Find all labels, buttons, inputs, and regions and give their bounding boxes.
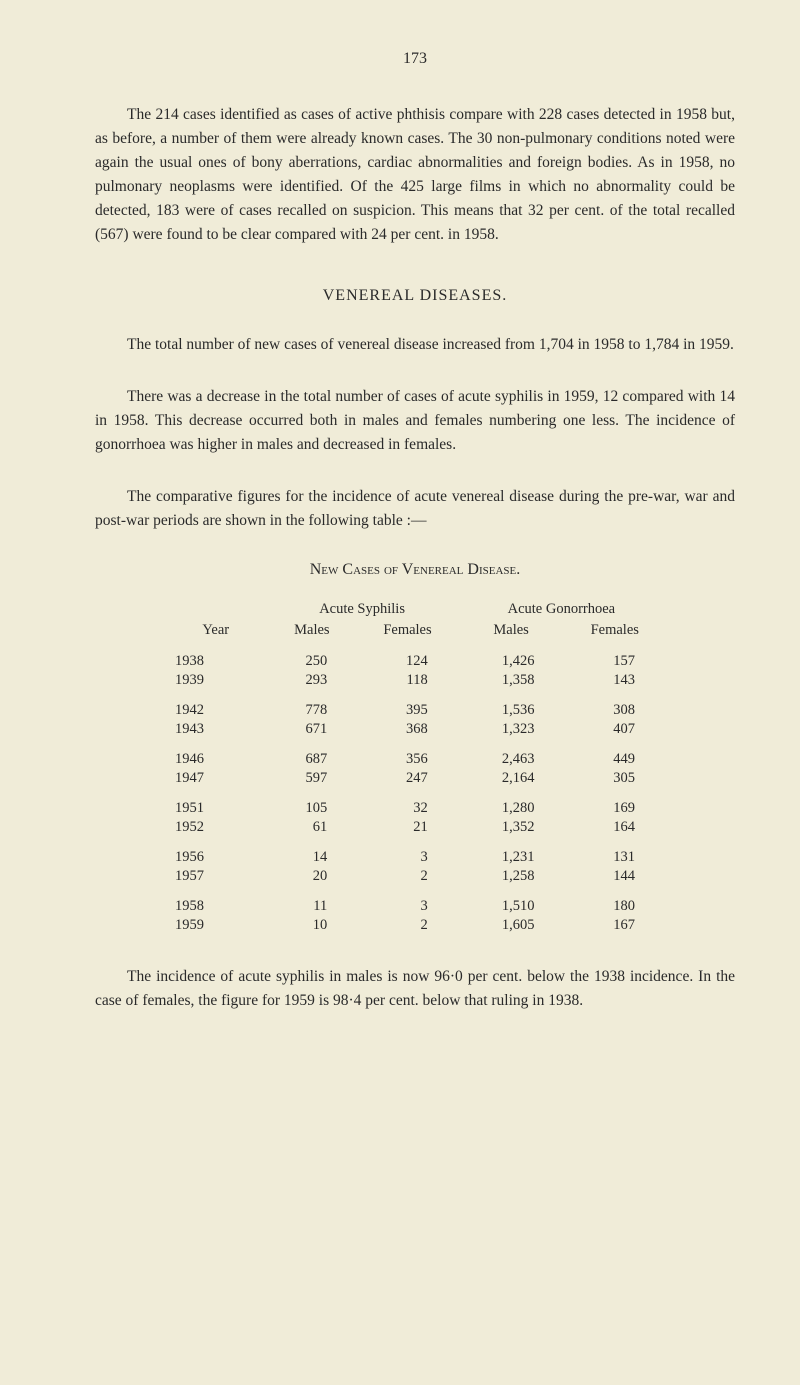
- table-heading: New Cases of Venereal Disease.: [95, 561, 735, 579]
- cell-gf: 144: [565, 867, 666, 886]
- col-gonorrhoea-females: Females: [565, 620, 666, 641]
- cell-year: 1959: [165, 916, 266, 935]
- cell-sf: 118: [357, 671, 457, 690]
- cell-gm: 1,258: [458, 867, 565, 886]
- cell-gm: 1,358: [458, 671, 565, 690]
- table-header-row-1: Acute Syphilis Acute Gonorrhoea: [165, 599, 665, 620]
- cell-sm: 671: [266, 720, 357, 739]
- cell-gf: 449: [565, 739, 666, 769]
- cell-gf: 167: [565, 916, 666, 935]
- cell-year: 1938: [165, 641, 266, 671]
- table-row: 1951 105 32 1,280 169: [165, 788, 665, 818]
- page-number: 173: [95, 50, 735, 68]
- cell-gm: 1,231: [458, 837, 565, 867]
- cell-sf: 3: [357, 837, 457, 867]
- cell-year: 1947: [165, 769, 266, 788]
- cell-gf: 169: [565, 788, 666, 818]
- cell-sf: 124: [357, 641, 457, 671]
- cell-gf: 308: [565, 690, 666, 720]
- col-syphilis-group: Acute Syphilis: [266, 599, 457, 620]
- cell-sm: 105: [266, 788, 357, 818]
- cell-year: 1958: [165, 886, 266, 916]
- paragraph-4: The comparative figures for the incidenc…: [95, 485, 735, 533]
- cell-sf: 2: [357, 916, 457, 935]
- cell-gf: 157: [565, 641, 666, 671]
- table-row: 1938 250 124 1,426 157: [165, 641, 665, 671]
- cell-sm: 250: [266, 641, 357, 671]
- cell-gf: 180: [565, 886, 666, 916]
- page-container: 173 The 214 cases identified as cases of…: [0, 0, 800, 1081]
- cell-sm: 778: [266, 690, 357, 720]
- cell-gm: 1,510: [458, 886, 565, 916]
- cell-year: 1943: [165, 720, 266, 739]
- col-gonorrhoea-group: Acute Gonorrhoea: [458, 599, 665, 620]
- cell-gm: 2,164: [458, 769, 565, 788]
- cell-sm: 11: [266, 886, 357, 916]
- cell-year: 1942: [165, 690, 266, 720]
- paragraph-2: The total number of new cases of venerea…: [95, 333, 735, 357]
- table-header-row-2: Year Males Females Males Females: [165, 620, 665, 641]
- table-row: 1946 687 356 2,463 449: [165, 739, 665, 769]
- cell-sf: 32: [357, 788, 457, 818]
- table-row: 1952 61 21 1,352 164: [165, 818, 665, 837]
- cell-sm: 20: [266, 867, 357, 886]
- cell-gm: 1,352: [458, 818, 565, 837]
- col-year: Year: [165, 620, 266, 641]
- cell-gm: 1,536: [458, 690, 565, 720]
- venereal-disease-table: Acute Syphilis Acute Gonorrhoea Year Mal…: [165, 599, 665, 935]
- table-row: 1943 671 368 1,323 407: [165, 720, 665, 739]
- cell-sm: 61: [266, 818, 357, 837]
- cell-sm: 687: [266, 739, 357, 769]
- cell-sf: 3: [357, 886, 457, 916]
- cell-sf: 247: [357, 769, 457, 788]
- cell-sm: 10: [266, 916, 357, 935]
- cell-year: 1956: [165, 837, 266, 867]
- paragraph-1: The 214 cases identified as cases of act…: [95, 103, 735, 247]
- table-row: 1957 20 2 1,258 144: [165, 867, 665, 886]
- paragraph-5: The incidence of acute syphilis in males…: [95, 965, 735, 1013]
- table-row: 1939 293 118 1,358 143: [165, 671, 665, 690]
- table-row: 1942 778 395 1,536 308: [165, 690, 665, 720]
- cell-gm: 1,426: [458, 641, 565, 671]
- paragraph-3: There was a decrease in the total number…: [95, 385, 735, 457]
- cell-sm: 293: [266, 671, 357, 690]
- cell-gm: 1,323: [458, 720, 565, 739]
- cell-sm: 14: [266, 837, 357, 867]
- cell-sf: 368: [357, 720, 457, 739]
- table-heading-text: New Cases of Venereal Disease.: [310, 561, 521, 578]
- cell-year: 1957: [165, 867, 266, 886]
- cell-gf: 164: [565, 818, 666, 837]
- cell-year: 1951: [165, 788, 266, 818]
- table-row: 1959 10 2 1,605 167: [165, 916, 665, 935]
- cell-sm: 597: [266, 769, 357, 788]
- cell-gf: 131: [565, 837, 666, 867]
- col-gonorrhoea-males: Males: [458, 620, 565, 641]
- cell-gm: 2,463: [458, 739, 565, 769]
- cell-year: 1946: [165, 739, 266, 769]
- cell-gf: 143: [565, 671, 666, 690]
- cell-gm: 1,280: [458, 788, 565, 818]
- cell-sf: 395: [357, 690, 457, 720]
- cell-sf: 356: [357, 739, 457, 769]
- table-row: 1958 11 3 1,510 180: [165, 886, 665, 916]
- col-syphilis-males: Males: [266, 620, 357, 641]
- cell-gf: 305: [565, 769, 666, 788]
- cell-gm: 1,605: [458, 916, 565, 935]
- section-heading-venereal: VENEREAL DISEASES.: [95, 287, 735, 305]
- cell-sf: 21: [357, 818, 457, 837]
- col-year-blank: [165, 599, 266, 620]
- cell-year: 1939: [165, 671, 266, 690]
- cell-year: 1952: [165, 818, 266, 837]
- cell-gf: 407: [565, 720, 666, 739]
- table-row: 1956 14 3 1,231 131: [165, 837, 665, 867]
- table-row: 1947 597 247 2,164 305: [165, 769, 665, 788]
- col-syphilis-females: Females: [357, 620, 457, 641]
- cell-sf: 2: [357, 867, 457, 886]
